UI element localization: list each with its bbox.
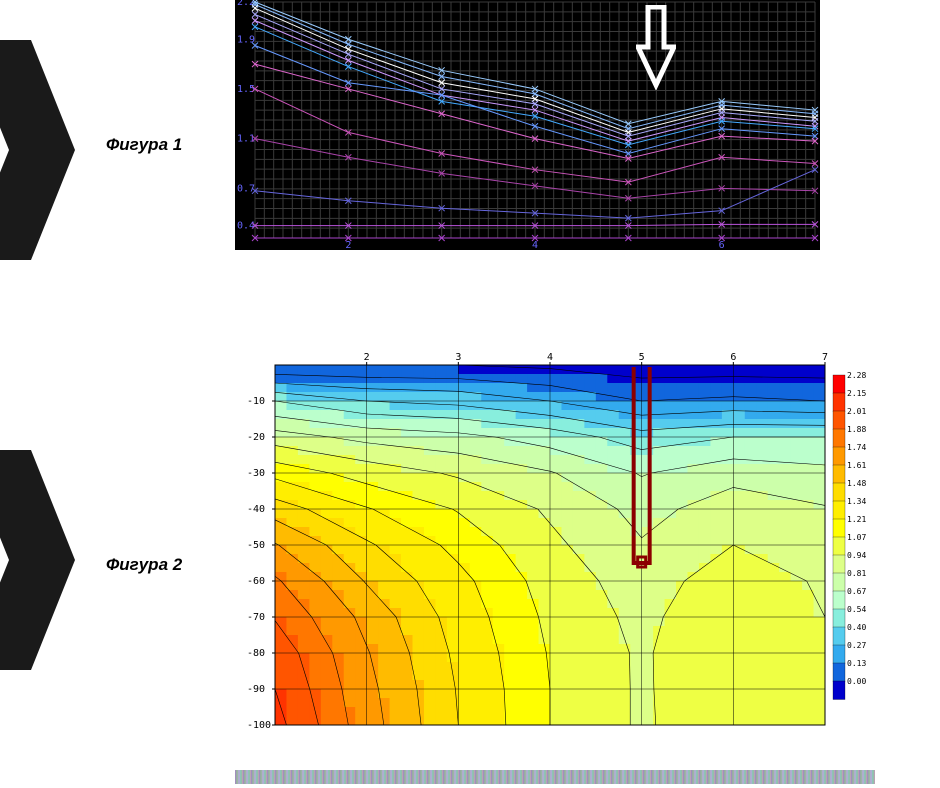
svg-text:1.74: 1.74: [847, 443, 866, 452]
svg-text:1.88: 1.88: [847, 425, 866, 434]
figure-2-label: Фигура 2: [106, 555, 182, 575]
svg-text:2: 2: [364, 352, 370, 363]
svg-text:1.34: 1.34: [847, 497, 866, 506]
svg-text:3: 3: [455, 352, 461, 363]
svg-text:7: 7: [822, 352, 828, 363]
svg-text:2.01: 2.01: [847, 407, 866, 416]
down-arrow-icon: [636, 5, 676, 95]
svg-text:4: 4: [547, 352, 553, 363]
svg-text:6: 6: [719, 240, 725, 250]
svg-text:-70: -70: [247, 612, 265, 623]
svg-text:0.00: 0.00: [847, 677, 866, 686]
svg-text:-60: -60: [247, 576, 265, 587]
svg-text:-90: -90: [247, 684, 265, 695]
svg-text:-20: -20: [247, 432, 265, 443]
svg-text:0.94: 0.94: [847, 551, 866, 560]
noise-band: [235, 770, 875, 784]
chevron-decoration-2: [0, 450, 75, 670]
svg-text:2.28: 2.28: [847, 371, 866, 380]
svg-text:1.9: 1.9: [237, 34, 255, 45]
figure-1-label: Фигура 1: [106, 135, 182, 155]
chevron-decoration-1: [0, 40, 75, 260]
svg-text:-40: -40: [247, 504, 265, 515]
svg-text:-100: -100: [247, 720, 271, 731]
svg-text:1.07: 1.07: [847, 533, 866, 542]
svg-text:1.21: 1.21: [847, 515, 866, 524]
figure-1-line-chart: 0.40.71.11.51.92.2246: [235, 0, 820, 250]
svg-text:6: 6: [730, 352, 736, 363]
figure-2-contour-heatmap: 2 3 4 5 6 7 -10 -20 -30 -40 -50 -60 -70 -80 -90 -100 2.2…: [235, 345, 875, 735]
svg-text:-80: -80: [247, 648, 265, 659]
svg-text:0.67: 0.67: [847, 587, 866, 596]
svg-text:2.15: 2.15: [847, 389, 866, 398]
svg-text:1.61: 1.61: [847, 461, 866, 470]
svg-text:0.40: 0.40: [847, 623, 866, 632]
svg-text:-10: -10: [247, 396, 265, 407]
svg-text:-50: -50: [247, 540, 265, 551]
svg-text:0.54: 0.54: [847, 605, 866, 614]
svg-text:2: 2: [345, 240, 351, 250]
svg-text:1.48: 1.48: [847, 479, 866, 488]
svg-text:4: 4: [532, 240, 538, 250]
svg-text:0.81: 0.81: [847, 569, 866, 578]
svg-text:-30: -30: [247, 468, 265, 479]
svg-text:5: 5: [639, 352, 645, 363]
svg-text:0.27: 0.27: [847, 641, 866, 650]
svg-text:0.13: 0.13: [847, 659, 866, 668]
